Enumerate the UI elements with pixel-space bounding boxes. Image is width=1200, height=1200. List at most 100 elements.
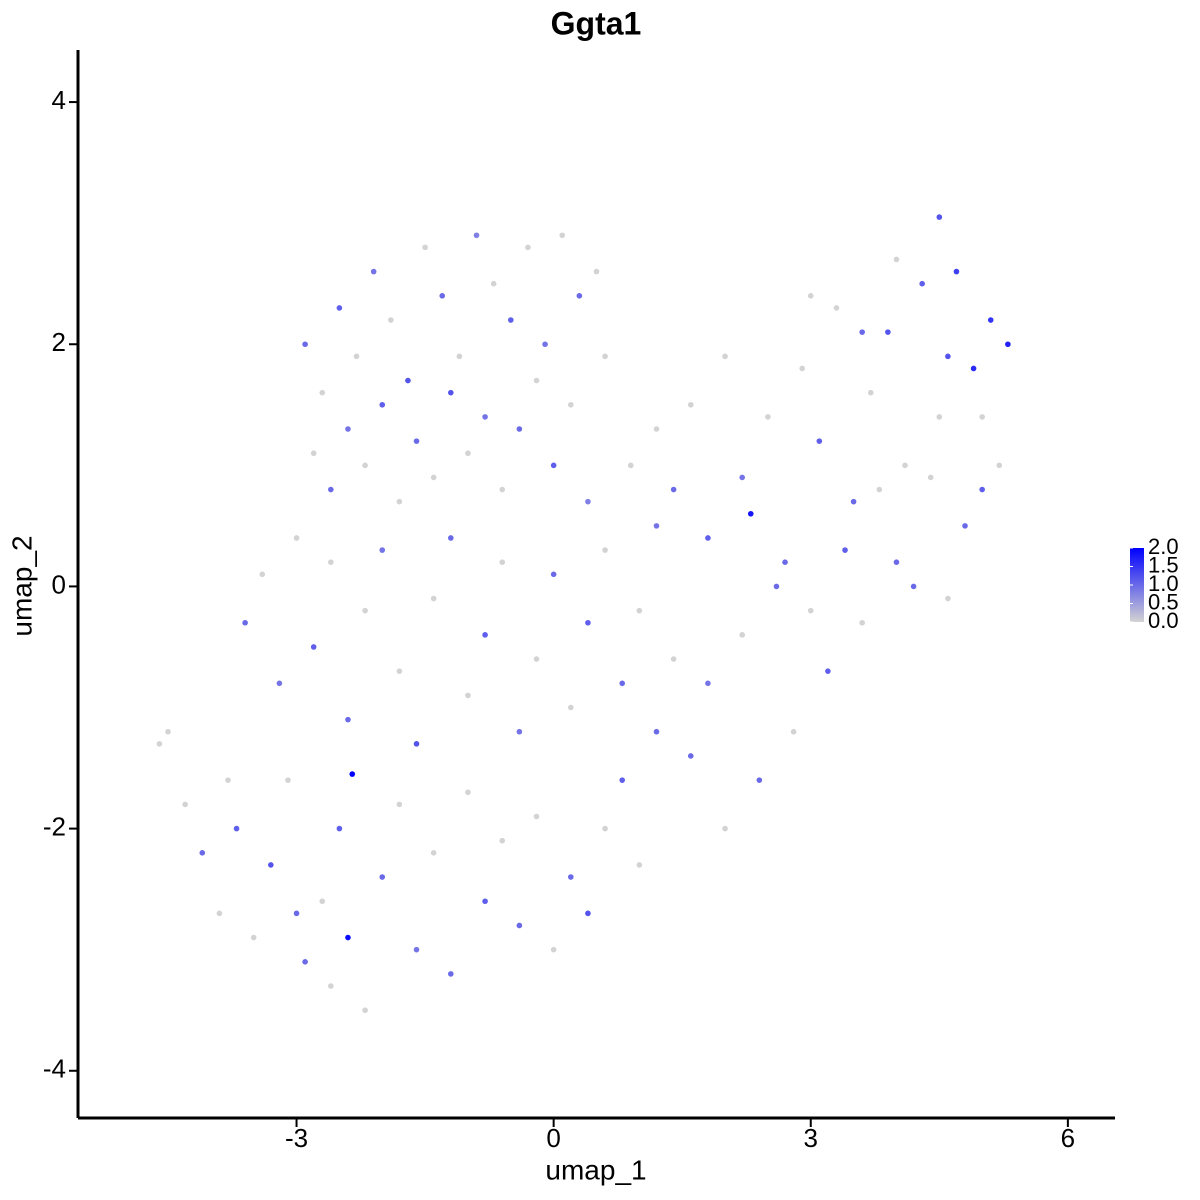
- cell-point: [910, 583, 917, 590]
- cell-point: [902, 462, 908, 469]
- cell-point: [310, 644, 317, 650]
- cell-point: [379, 874, 386, 880]
- colorbar-tick-label: 1.5: [1148, 552, 1179, 577]
- cell-point: [345, 716, 351, 723]
- cell-point: [533, 813, 540, 820]
- cell-point: [773, 583, 780, 590]
- cell-point: [782, 559, 788, 566]
- cell-point: [893, 256, 900, 263]
- cell-point: [550, 571, 557, 578]
- y-tick-label: 4: [52, 85, 66, 115]
- cell-point: [430, 595, 437, 602]
- cell-point: [482, 632, 488, 638]
- cell-point: [945, 353, 951, 360]
- x-tick-label: 6: [1061, 1123, 1075, 1153]
- cell-point: [533, 377, 540, 384]
- cell-point: [533, 656, 540, 662]
- cell-point: [670, 486, 677, 493]
- cell-point: [465, 789, 471, 796]
- cell-point: [156, 741, 163, 747]
- cell-point: [1005, 341, 1011, 348]
- cell-point: [345, 426, 351, 432]
- cell-point: [927, 474, 934, 481]
- cell-point: [319, 898, 326, 905]
- cell-point: [233, 825, 240, 832]
- cell-point: [816, 438, 823, 444]
- cell-point: [259, 571, 266, 578]
- cell-point: [216, 910, 223, 917]
- cell-point: [302, 341, 308, 348]
- cell-point: [516, 728, 523, 735]
- cell-point: [396, 668, 403, 674]
- cell-point: [328, 983, 334, 989]
- y-tick-label: 2: [52, 327, 66, 357]
- cell-point: [807, 607, 814, 614]
- cell-point: [953, 268, 960, 275]
- cell-point: [379, 547, 386, 553]
- cell-point: [422, 244, 428, 251]
- cell-point: [687, 401, 694, 408]
- cell-point: [936, 214, 943, 220]
- cell-point: [567, 874, 574, 880]
- cell-point: [876, 486, 883, 493]
- cell-point: [636, 607, 643, 614]
- cell-point: [242, 619, 248, 626]
- cell-point: [430, 474, 437, 481]
- cell-point: [756, 777, 763, 783]
- cell-point: [448, 535, 454, 541]
- cell-point: [310, 450, 317, 457]
- cell-point: [276, 680, 283, 687]
- cell-point: [576, 293, 583, 299]
- cell-point: [585, 619, 591, 626]
- cell-point: [970, 365, 977, 372]
- x-tick-label: -3: [285, 1123, 308, 1153]
- cell-point: [456, 353, 463, 360]
- cell-point: [362, 607, 368, 614]
- cell-point: [705, 680, 711, 687]
- cell-point: [362, 1007, 368, 1014]
- cell-point: [465, 692, 471, 699]
- cell-point: [293, 910, 300, 917]
- cell-point: [293, 535, 300, 541]
- cell-point: [379, 401, 386, 408]
- cell-point: [653, 426, 660, 432]
- cell-point: [593, 268, 600, 275]
- cell-point: [722, 353, 728, 360]
- x-tick-label: 3: [804, 1123, 818, 1153]
- cell-point: [850, 498, 857, 505]
- cell-point: [182, 801, 188, 808]
- cell-point: [842, 547, 848, 553]
- cell-point: [962, 523, 968, 529]
- cell-point: [653, 728, 660, 735]
- cell-point: [739, 632, 745, 638]
- cell-point: [465, 450, 471, 457]
- cell-point: [413, 438, 420, 444]
- y-tick-label: -2: [43, 811, 66, 841]
- cell-point: [585, 498, 591, 505]
- cell-point: [448, 389, 454, 396]
- colorbar-tick-label: 0.0: [1148, 608, 1179, 633]
- cell-point: [542, 341, 548, 348]
- cell-point: [353, 353, 360, 360]
- cell-point: [722, 825, 728, 832]
- cell-point: [550, 462, 557, 469]
- cell-point: [396, 498, 403, 505]
- cell-point: [602, 353, 608, 360]
- cell-point: [979, 414, 985, 420]
- cell-point: [345, 934, 351, 941]
- cell-point: [405, 377, 411, 384]
- cell-point: [687, 753, 694, 759]
- cell-point: [602, 547, 608, 553]
- cell-point: [482, 414, 488, 420]
- cell-point: [268, 862, 274, 868]
- cell-point: [550, 946, 557, 953]
- cell-point: [653, 523, 660, 529]
- cell-point: [336, 305, 343, 311]
- cell-point: [996, 462, 1003, 469]
- y-tick-label: -4: [43, 1054, 66, 1084]
- cell-point: [833, 305, 840, 311]
- y-tick-label: 0: [52, 569, 66, 599]
- cell-point: [936, 414, 943, 420]
- cell-point: [507, 317, 514, 323]
